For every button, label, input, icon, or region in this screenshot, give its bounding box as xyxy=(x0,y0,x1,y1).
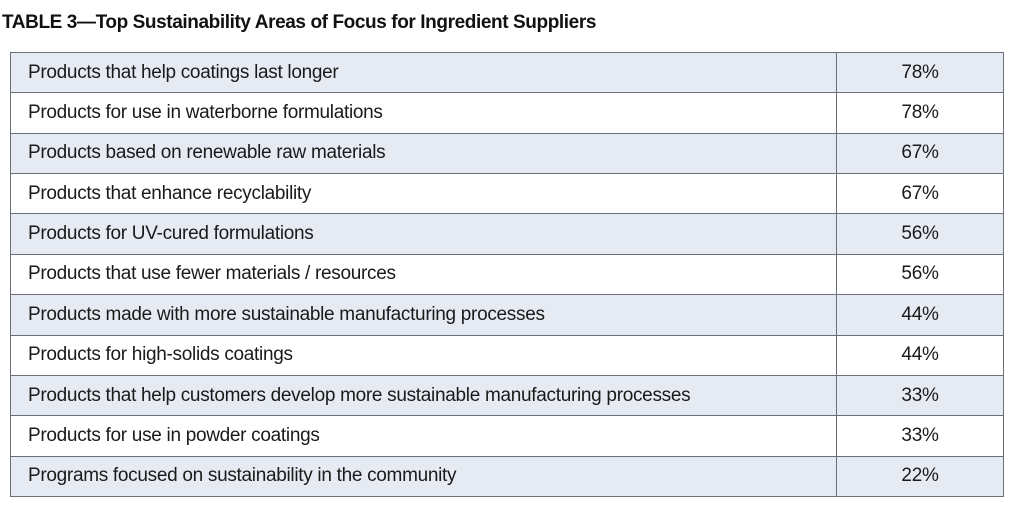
row-label: Products based on renewable raw material… xyxy=(10,132,837,175)
row-value: 22% xyxy=(836,455,1004,498)
row-label: Products for UV-cured formulations xyxy=(10,213,837,255)
row-label: Programs focused on sustainability in th… xyxy=(10,455,837,498)
row-label: Products for use in waterborne formulati… xyxy=(10,92,837,134)
row-value: 78% xyxy=(836,92,1004,134)
sustainability-focus-table: Products that help coatings last longer … xyxy=(10,51,1004,498)
row-label: Products that use fewer materials / reso… xyxy=(10,253,837,296)
row-label: Products made with more sustainable manu… xyxy=(10,294,837,336)
row-label: Products for use in powder coatings xyxy=(10,415,837,457)
row-value: 44% xyxy=(836,294,1004,336)
row-value: 33% xyxy=(836,374,1004,417)
row-label: Products that help coatings last longer xyxy=(10,51,837,94)
table-row: Products made with more sustainable manu… xyxy=(10,294,1004,336)
table-row: Products for use in powder coatings 33% xyxy=(10,415,1004,457)
row-label: Products that help customers develop mor… xyxy=(10,374,837,417)
table-row: Products for UV-cured formulations 56% xyxy=(10,213,1004,255)
row-value: 67% xyxy=(836,132,1004,175)
table-row: Products that enhance recyclability 67% xyxy=(10,173,1004,215)
table-row: Products that help coatings last longer … xyxy=(10,51,1004,94)
row-value: 56% xyxy=(836,213,1004,255)
table-row: Products that help customers develop mor… xyxy=(10,374,1004,417)
row-value: 67% xyxy=(836,173,1004,215)
table-row: Products that use fewer materials / reso… xyxy=(10,253,1004,296)
table-row: Programs focused on sustainability in th… xyxy=(10,455,1004,498)
table-title: TABLE 3—Top Sustainability Areas of Focu… xyxy=(2,12,596,33)
table-row: Products for high-solids coatings 44% xyxy=(10,334,1004,376)
row-value: 33% xyxy=(836,415,1004,457)
row-value: 44% xyxy=(836,334,1004,376)
table-row: Products for use in waterborne formulati… xyxy=(10,92,1004,134)
row-value: 56% xyxy=(836,253,1004,296)
row-label: Products for high-solids coatings xyxy=(10,334,837,376)
row-value: 78% xyxy=(836,51,1004,94)
row-label: Products that enhance recyclability xyxy=(10,173,837,215)
table-row: Products based on renewable raw material… xyxy=(10,132,1004,175)
